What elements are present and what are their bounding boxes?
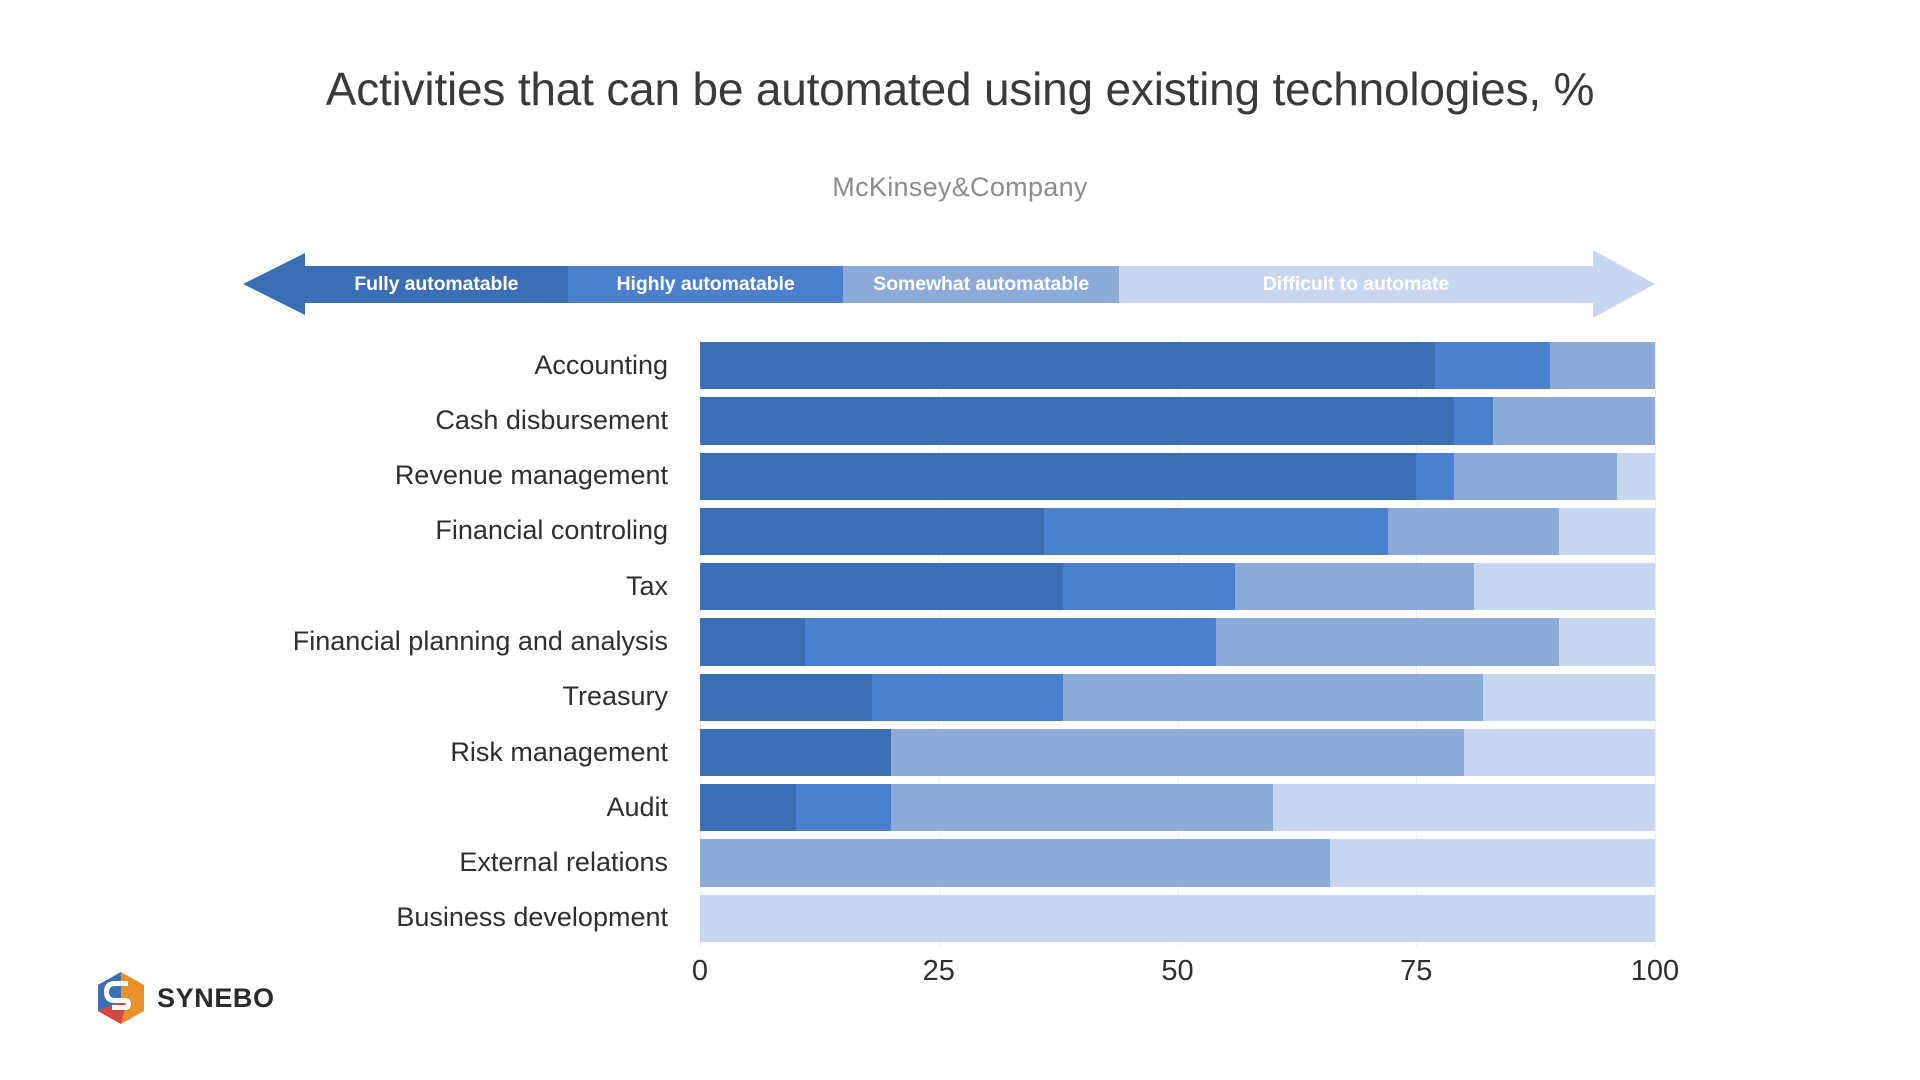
legend-arrow: Fully automatable Highly automatable Som… (243, 248, 1655, 320)
bar-segment[interactable] (700, 673, 872, 721)
bar-segment[interactable] (1234, 563, 1474, 611)
bar-row[interactable] (700, 894, 1655, 942)
bar-row[interactable] (700, 563, 1655, 611)
bar-segment[interactable] (1043, 507, 1388, 556)
bar-row[interactable] (700, 452, 1655, 500)
y-axis-label-tax: Tax (625, 570, 668, 601)
y-axis-label-business-development: Business development (396, 902, 668, 933)
legend-item-highly-automatable[interactable]: Highly automatable (567, 266, 844, 303)
y-axis-label-audit: Audit (606, 791, 668, 822)
bar-segment[interactable] (700, 618, 806, 666)
bar-row[interactable] (700, 728, 1655, 777)
bar-row[interactable] (700, 618, 1655, 666)
bar-segment[interactable] (805, 618, 1216, 666)
synebo-wordmark: SYNEBO (157, 982, 275, 1013)
y-axis-label-treasury: Treasury (562, 681, 668, 712)
bar-segment[interactable] (1273, 784, 1655, 832)
legend-label: Highly automatable (616, 273, 795, 295)
bar-segment[interactable] (1464, 728, 1655, 777)
x-tick-label: 75 (1400, 955, 1433, 987)
legend-item-somewhat-automatable[interactable]: Somewhat automatable (843, 266, 1119, 303)
y-axis-label-financial-planning-and-analysis: Financial planning and analysis (292, 626, 668, 656)
legend-item-difficult-to-automate[interactable]: Difficult to automate (1119, 266, 1593, 303)
bar-segment[interactable] (700, 507, 1044, 556)
y-axis-label-cash-disbursement: Cash disbursement (435, 404, 668, 435)
bar-row[interactable] (700, 673, 1655, 721)
bar-segment[interactable] (795, 784, 891, 832)
bar-segment[interactable] (700, 563, 1063, 611)
bar-segment[interactable] (891, 728, 1464, 777)
x-tick-label: 0 (691, 955, 709, 987)
y-axis-label-financial-controling: Financial controling (435, 515, 668, 546)
bar-row[interactable] (700, 507, 1655, 556)
bar-segment[interactable] (1454, 452, 1617, 500)
chart-source-label: McKinsey&Company (832, 172, 1088, 202)
y-axis-label-external-relations: External relations (459, 847, 668, 878)
bar-segment[interactable] (1416, 452, 1455, 500)
bar-segment[interactable] (1330, 839, 1655, 887)
legend-label: Fully automatable (354, 273, 519, 295)
bar-segment[interactable] (1492, 397, 1655, 445)
bar-segment[interactable] (1062, 563, 1235, 611)
page-title: Activities that can be automated using e… (325, 63, 1595, 115)
bar-segment[interactable] (1062, 673, 1484, 721)
stacked-bar-chart: Accounting Cash disbursement Revenue manag… (0, 338, 1920, 958)
synebo-logo: SYNEBO (98, 972, 275, 1024)
bar-segment[interactable] (700, 894, 1655, 942)
bar-segment[interactable] (891, 784, 1273, 832)
bar-segment[interactable] (700, 784, 796, 832)
x-axis-ticks: 0 25 50 75 100 (692, 955, 1679, 999)
bar-segment[interactable] (1435, 342, 1550, 390)
gridline (1655, 338, 1656, 946)
x-tick-label: 50 (1161, 955, 1194, 987)
synebo-hexagon-icon (98, 972, 144, 1024)
bar-segment[interactable] (700, 397, 1455, 445)
y-axis-label-revenue-management: Revenue management (394, 460, 668, 491)
y-axis-category-labels: Accounting Cash disbursement Revenue manag… (150, 338, 690, 946)
bar-segment[interactable] (1215, 618, 1560, 666)
bar-segment[interactable] (1483, 673, 1655, 721)
bar-segment[interactable] (1387, 507, 1560, 556)
bar-row[interactable] (700, 397, 1655, 445)
legend-item-fully-automatable[interactable]: Fully automatable (305, 266, 568, 303)
bar-segment[interactable] (700, 839, 1331, 887)
legend-label: Difficult to automate (1262, 273, 1450, 295)
bar-segment[interactable] (700, 452, 1417, 500)
bar-segment[interactable] (700, 728, 891, 777)
bar-segment[interactable] (1559, 507, 1655, 556)
bar-segment[interactable] (700, 342, 1436, 390)
y-axis-label-accounting: Accounting (534, 349, 668, 380)
y-axis-label-risk-management: Risk management (450, 736, 668, 767)
bar-segment[interactable] (1473, 563, 1655, 611)
bar-segment[interactable] (1549, 342, 1655, 390)
bar-row[interactable] (700, 839, 1655, 887)
legend-segments: Fully automatable Highly automatable Som… (305, 266, 1593, 303)
bar-row[interactable] (700, 342, 1655, 390)
x-tick-label: 100 (1630, 955, 1680, 987)
bar-segment[interactable] (1559, 618, 1655, 666)
plot-area (700, 338, 1656, 946)
x-tick-label: 25 (922, 955, 955, 987)
bar-row[interactable] (700, 784, 1655, 832)
bar-segment[interactable] (1454, 397, 1493, 445)
legend-label: Somewhat automatable (873, 273, 1090, 295)
bar-segment[interactable] (871, 673, 1063, 721)
bar-segment[interactable] (1616, 452, 1655, 500)
